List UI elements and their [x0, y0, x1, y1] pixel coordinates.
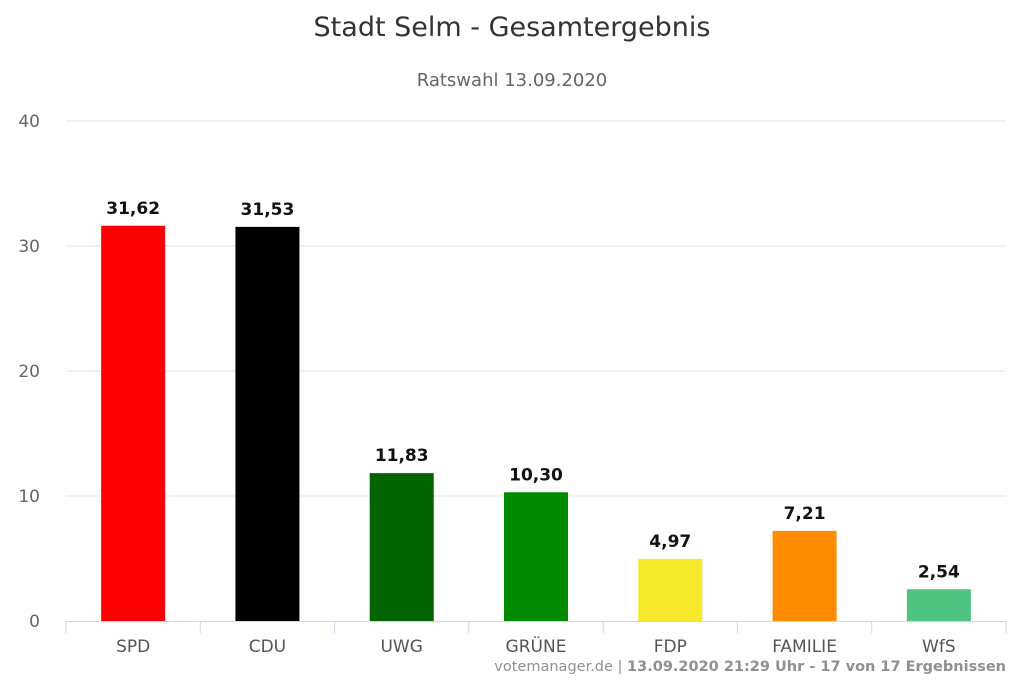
- x-tick-label: CDU: [249, 637, 286, 657]
- y-axis: 0 10 20 30 40: [18, 112, 40, 632]
- bars: [101, 225, 971, 621]
- y-tick-label: 30: [18, 237, 40, 257]
- x-tick-label: WfS: [922, 637, 956, 657]
- data-label: 31,62: [106, 199, 160, 219]
- credits-separator: |: [617, 659, 628, 675]
- y-tick-label: 20: [18, 362, 40, 382]
- bar-uwg[interactable]: [369, 473, 434, 621]
- y-tick-label: 40: [18, 112, 40, 132]
- bar-grüne[interactable]: [504, 492, 568, 621]
- x-tick-label: SPD: [116, 637, 150, 657]
- bar-fdp[interactable]: [638, 558, 703, 621]
- x-tick-label: UWG: [380, 637, 422, 657]
- data-label: 2,54: [918, 562, 960, 582]
- data-labels: 31,62 31,53 11,83 10,30 4,97 7,21 2,54: [106, 199, 960, 583]
- credits-source[interactable]: votemanager.de: [494, 659, 613, 675]
- x-tick-label: FDP: [654, 637, 687, 657]
- bar-wfs[interactable]: [906, 589, 971, 621]
- credits[interactable]: votemanager.de | 13.09.2020 21:29 Uhr - …: [494, 659, 1006, 675]
- gridlines: [66, 120, 1006, 497]
- chart-subtitle: Ratswahl 13.09.2020: [416, 70, 608, 91]
- data-label: 11,83: [375, 446, 429, 466]
- bar-cdu[interactable]: [235, 226, 300, 621]
- x-tick-label: GRÜNE: [506, 635, 567, 657]
- credits-status: 13.09.2020 21:29 Uhr - 17 von 17 Ergebni…: [627, 659, 1006, 675]
- chart-title: Stadt Selm - Gesamtergebnis: [313, 12, 711, 43]
- y-tick-label: 0: [29, 612, 40, 632]
- y-tick-label: 10: [18, 487, 40, 507]
- x-tick-label: FAMILIE: [772, 637, 837, 657]
- x-axis: SPD CDU UWG GRÜNE FDP FAMILIE WfS: [65, 621, 1007, 657]
- data-label: 31,53: [241, 200, 295, 220]
- data-label: 4,97: [649, 532, 691, 552]
- bar-spd[interactable]: [101, 225, 166, 621]
- data-label: 7,21: [784, 504, 826, 524]
- data-label: 10,30: [509, 465, 563, 485]
- bar-familie[interactable]: [772, 530, 837, 621]
